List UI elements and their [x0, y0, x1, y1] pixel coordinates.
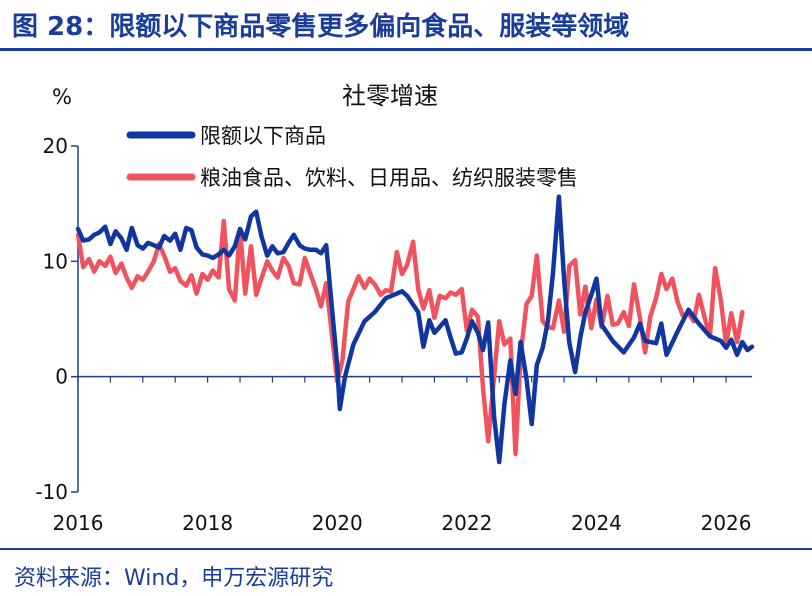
x-tick-label: 2024: [571, 511, 622, 535]
x-tick-label: 2016: [53, 511, 104, 535]
y-tick-label: 10: [43, 249, 68, 273]
y-tick-label: -10: [35, 480, 68, 504]
figure-title: 图 28：限额以下商品零售更多偏向食品、服装等领域: [12, 12, 630, 42]
y-tick-label: 20: [43, 134, 68, 158]
title-rule: [0, 48, 812, 51]
x-tick-label: 2022: [441, 511, 492, 535]
x-tick-label: 2026: [701, 511, 752, 535]
series-line-blue: [75, 194, 755, 465]
y-tick-label: 0: [55, 365, 68, 389]
legend-label-blue: 限额以下商品: [200, 124, 326, 148]
x-tick-label: 2018: [182, 511, 233, 535]
x-tick-label: 2020: [312, 511, 363, 535]
series-line-red: [75, 218, 745, 457]
axes-group: -10 0 10 20 2016 2018 2020 2022 2024 2026: [35, 134, 752, 535]
legend: 限额以下商品 粮油食品、饮料、日用品、纺织服装零售: [126, 124, 578, 190]
source-rule: [0, 548, 812, 550]
source-note: 资料来源：Wind，申万宏源研究: [14, 566, 334, 591]
chart-title: 社零增速: [342, 82, 438, 110]
series-layer: [75, 194, 755, 465]
y-axis-unit-label: %: [52, 85, 72, 109]
legend-label-red: 粮油食品、饮料、日用品、纺织服装零售: [200, 166, 578, 190]
